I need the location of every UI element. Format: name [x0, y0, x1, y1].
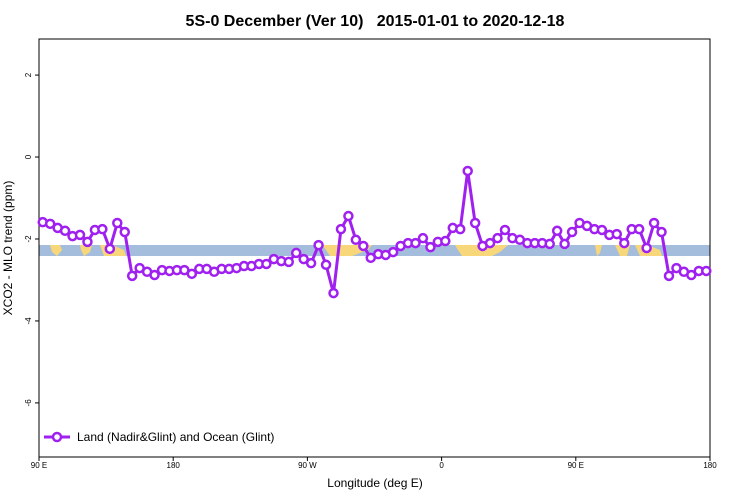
data-point [410, 237, 421, 249]
data-point [440, 235, 451, 247]
data-point [566, 226, 578, 238]
x-tick-label: 0 [439, 461, 444, 470]
y-tick-label: -6 [24, 399, 33, 407]
data-point [358, 240, 369, 252]
data-point [648, 217, 660, 229]
data-point [82, 236, 93, 248]
data-point [119, 226, 130, 238]
data-point [596, 224, 608, 236]
data-point [701, 265, 712, 277]
y-tick-label: 2 [24, 72, 33, 77]
data-point [320, 259, 332, 271]
data-point [499, 224, 511, 236]
data-point [551, 225, 563, 237]
x-tick-label: 180 [167, 461, 181, 470]
y-tick-label: -4 [24, 317, 33, 325]
data-point [544, 238, 555, 250]
data-point [290, 247, 302, 259]
data-point [454, 223, 466, 235]
legend-label: Land (Nadir&Glint) and Ocean (Glint) [77, 430, 274, 444]
y-axis-label: XCO2 - MLO trend (ppm) [1, 181, 15, 316]
data-point [104, 243, 116, 255]
data-point [417, 232, 429, 244]
data-point [656, 226, 667, 238]
y-tick-label: -2 [24, 235, 33, 243]
data-point [663, 270, 675, 282]
y-tick-label: 0 [24, 154, 33, 159]
data-point [619, 237, 630, 249]
data-point [469, 217, 481, 229]
data-point [313, 239, 324, 251]
legend-marker [51, 431, 63, 443]
data-point [149, 269, 160, 281]
data-point [350, 234, 362, 246]
data-point [425, 241, 436, 253]
data-point [686, 269, 697, 281]
data-point [74, 229, 86, 241]
data-point [462, 165, 473, 177]
x-tick-label: 90 E [31, 461, 47, 470]
x-tick-label: 90 W [298, 461, 317, 470]
data-point [59, 225, 71, 237]
data-point [328, 287, 339, 299]
data-point [44, 218, 56, 230]
data-point [112, 217, 123, 229]
data-point [633, 223, 645, 235]
chart-title: 5S-0 December (Ver 10) 2015-01-01 to 202… [186, 13, 565, 30]
x-tick-label: 90 E [568, 461, 584, 470]
data-point [387, 246, 399, 258]
x-axis-label: Longitude (deg E) [327, 476, 422, 490]
data-point [641, 242, 652, 254]
data-point [343, 210, 354, 222]
data-point [335, 223, 347, 235]
data-point [186, 268, 198, 280]
data-point [305, 257, 317, 269]
data-point [298, 253, 309, 265]
data-point [492, 232, 503, 244]
data-point [283, 256, 295, 268]
x-tick-label: 180 [703, 461, 717, 470]
data-point [261, 258, 272, 270]
plot-frame [38, 38, 711, 458]
data-point [559, 238, 570, 250]
data-point [126, 270, 138, 282]
data-point [97, 223, 108, 235]
data-point [484, 237, 496, 249]
data-point [611, 228, 623, 240]
